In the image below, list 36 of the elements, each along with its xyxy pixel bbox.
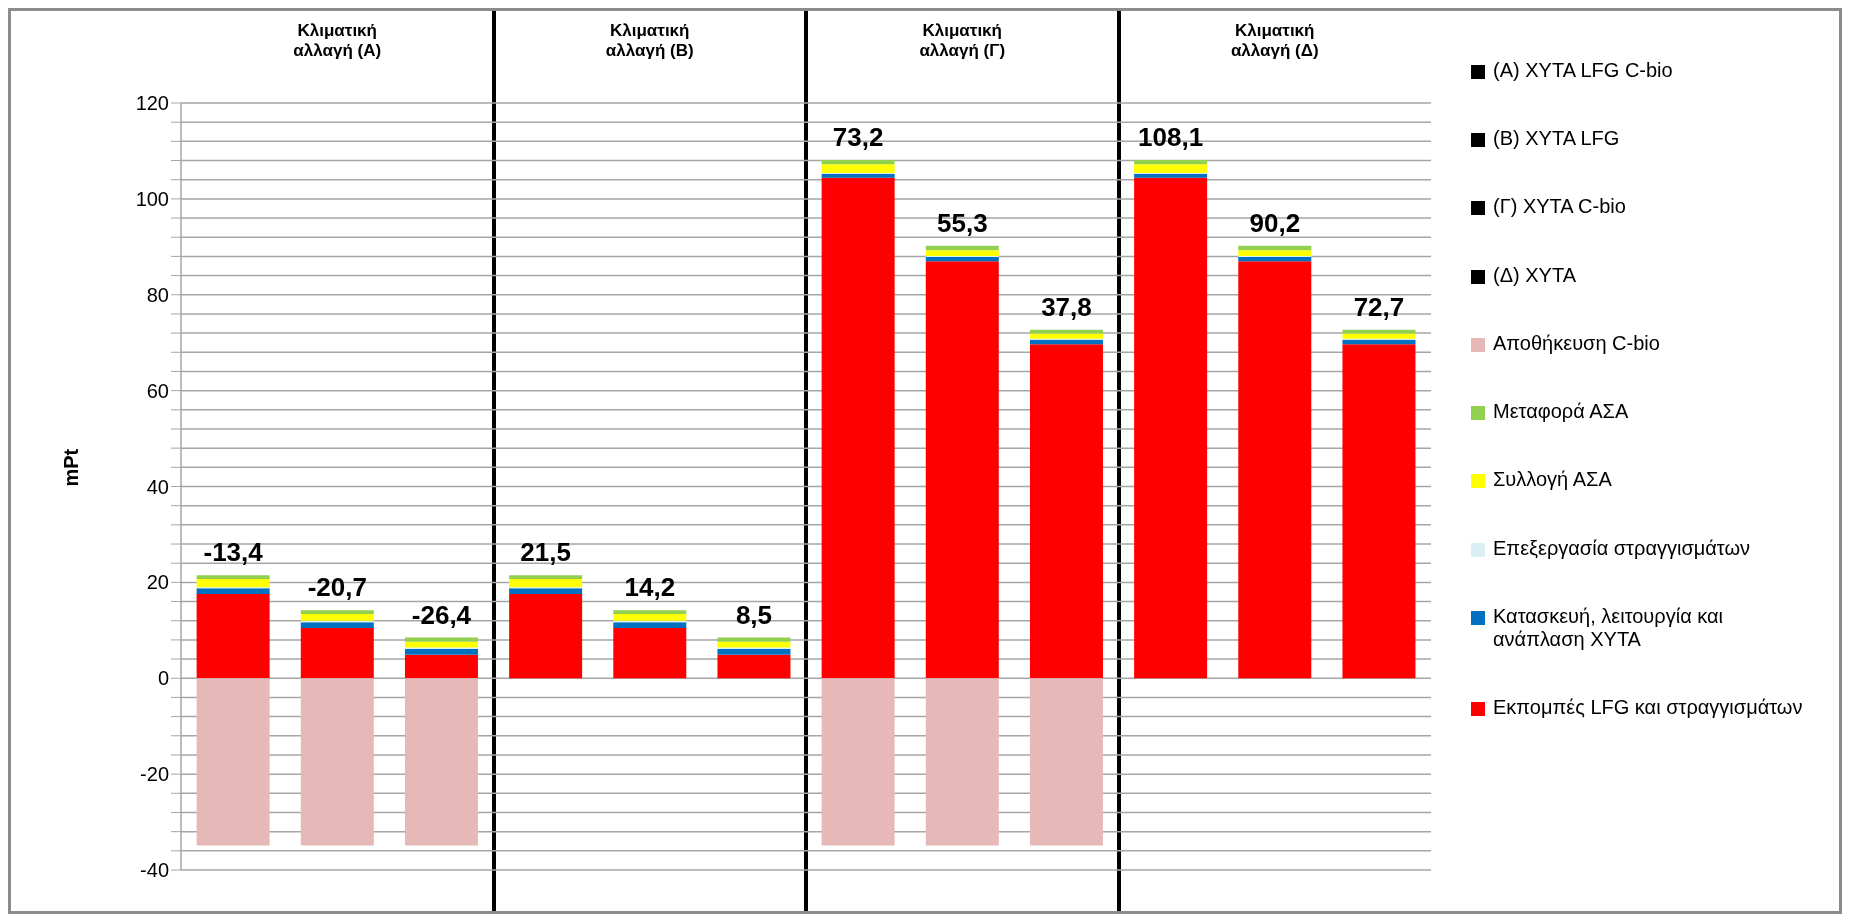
total-label: 21,5: [520, 537, 571, 568]
total-label: 72,7: [1353, 291, 1405, 322]
total-label: 55,3: [936, 207, 988, 238]
total-label: 14,2: [624, 572, 676, 603]
total-label: 37,8: [1041, 291, 1092, 322]
legend-label: Μεταφορά ΑΣΑ: [1493, 400, 1629, 424]
y-tick-label: 120: [135, 92, 169, 115]
y-tick-label: 60: [146, 379, 169, 402]
text: Κλιματική αλλαγή (Β): [604, 21, 695, 61]
legend-label: (Β) ΧΥΤΑ LFG: [1493, 127, 1620, 151]
legend-label: Αποθήκευση C-bio: [1493, 331, 1660, 355]
text: Κλιματική αλλαγή (Γ): [918, 21, 1007, 61]
total-label: -20,7: [307, 572, 367, 603]
y-tick-label: 100: [135, 187, 169, 210]
legend-label: Συλλογή ΑΣΑ: [1493, 468, 1612, 492]
y-tick-label: 20: [146, 571, 169, 594]
y-tick-label: 40: [146, 475, 169, 498]
text: Κλιματική αλλαγή (Α): [292, 21, 383, 61]
y-tick-label: 0: [157, 667, 169, 690]
total-label: -13,4: [203, 537, 264, 568]
legend-label: Εκπομπές LFG και στραγγισμάτων: [1493, 695, 1803, 719]
legend-label: Κατασκευή, λειτουργία και ανάπλαση ΧΥΤΑ: [1493, 604, 1724, 651]
total-label: 8,5: [735, 599, 773, 630]
y-tick-label: -40: [140, 859, 169, 882]
legend-label: (Δ) ΧΥΤΑ: [1493, 263, 1576, 287]
legend-label: Επεξεργασία στραγγισμάτων: [1493, 536, 1751, 560]
total-label: 108,1: [1138, 122, 1204, 153]
y-tick-label: 80: [146, 283, 169, 306]
total-label: -26,4: [411, 599, 472, 630]
legend-label: (Α) ΧΥΤΑ LFG C-bio: [1493, 59, 1673, 82]
y-tick-label: -20: [140, 763, 169, 786]
total-label: 73,2: [832, 122, 884, 153]
legend-label: (Γ) ΧΥΤΑ C-bio: [1493, 195, 1626, 219]
y-axis-title: mPt: [60, 448, 83, 487]
text: Κλιματική αλλαγή (Δ): [1229, 21, 1320, 61]
total-label: 90,2: [1249, 207, 1301, 238]
